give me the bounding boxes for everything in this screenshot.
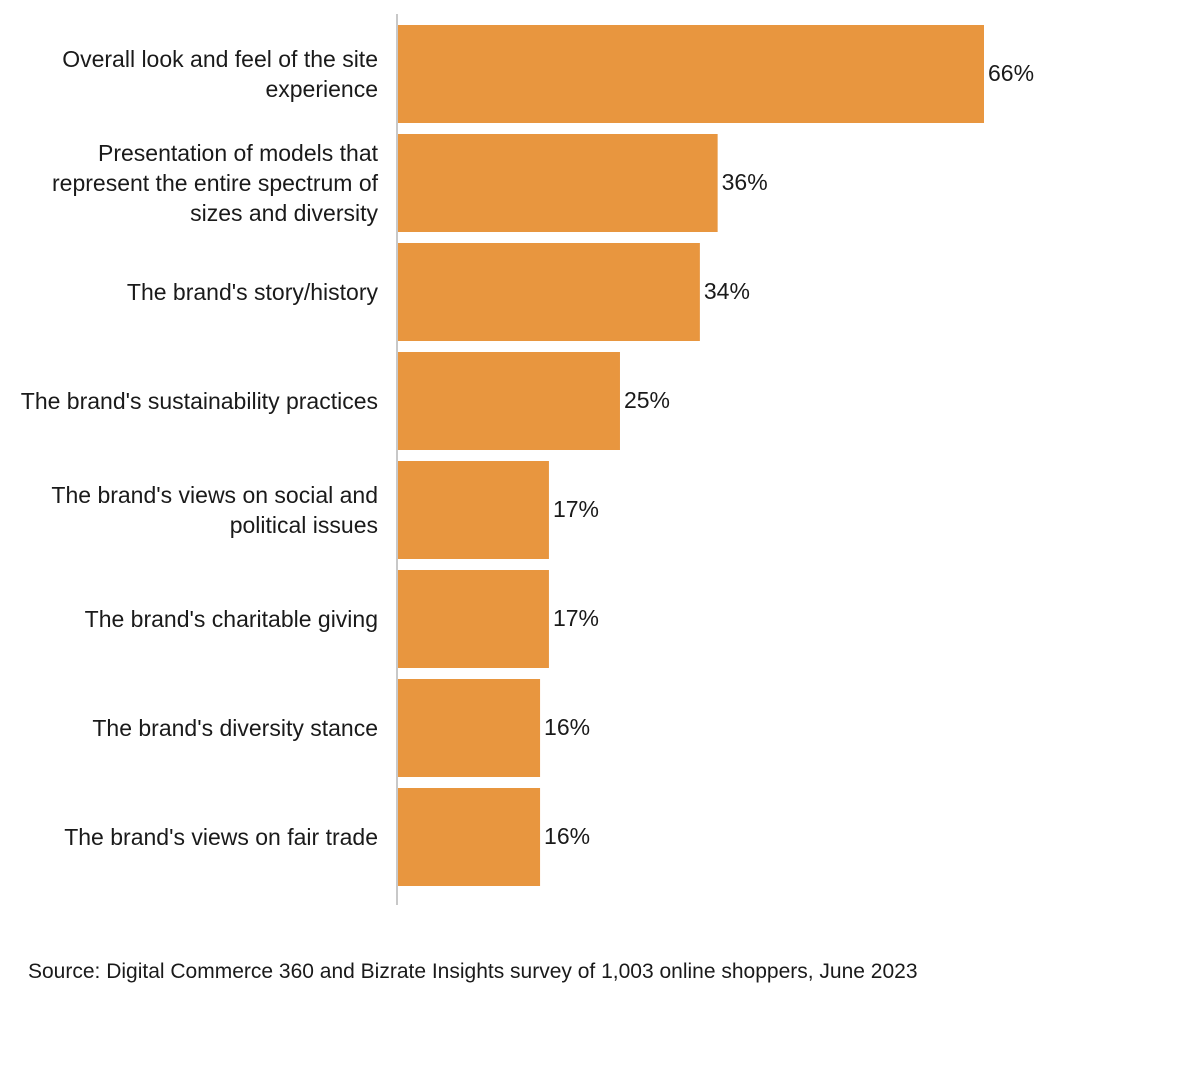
data-label: 17%: [553, 605, 599, 631]
data-label: 16%: [544, 823, 590, 849]
category-label: The brand's views on social and politica…: [51, 482, 378, 538]
bar: [398, 788, 541, 886]
category-label: The brand's views on fair trade: [64, 824, 378, 850]
data-label: 36%: [722, 169, 768, 195]
bar: [398, 461, 549, 559]
data-label: 17%: [553, 496, 599, 522]
category-label: Presentation of models that represent th…: [52, 140, 378, 226]
source-note: Source: Digital Commerce 360 and Bizrate…: [28, 960, 918, 983]
category-label: The brand's sustainability practices: [20, 388, 378, 414]
data-label: 16%: [544, 714, 590, 740]
category-label: The brand's charitable giving: [84, 606, 378, 632]
bar-chart: 66% 36% 34% 25% 17% 17% 16% 16% Overall look and…: [20, 14, 1034, 905]
category-label: The brand's story/history: [126, 279, 378, 305]
bar: [398, 243, 700, 341]
bar-chart-svg: 66% 36% 34% 25% 17% 17% 16% 16%: [396, 14, 1034, 905]
bar: [398, 352, 620, 450]
data-label: 34%: [704, 278, 750, 304]
bar: [398, 25, 984, 123]
bar: [398, 679, 541, 777]
data-label: 25%: [624, 387, 670, 413]
category-label: Overall look and feel of the site experi…: [62, 46, 378, 102]
bar: [398, 134, 718, 232]
data-label: 66%: [988, 60, 1034, 86]
category-label: The brand's diversity stance: [92, 715, 378, 741]
bar: [398, 570, 549, 668]
